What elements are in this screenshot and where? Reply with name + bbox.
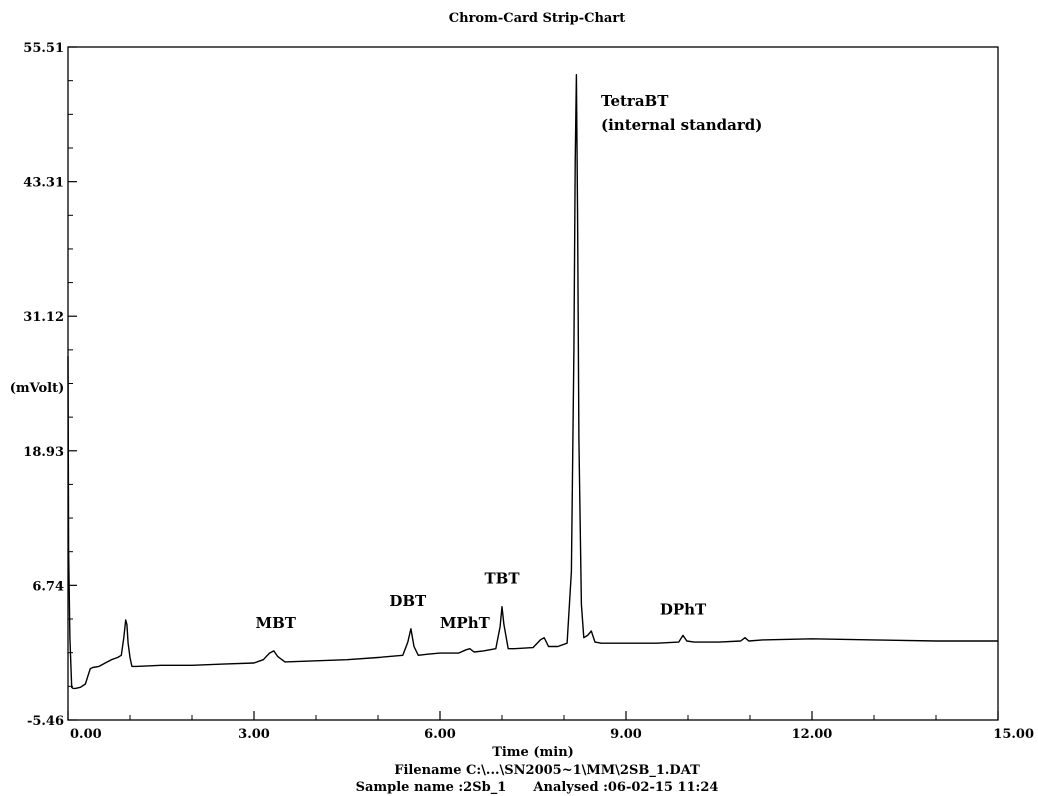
y-tick-label: 18.93 xyxy=(23,445,64,460)
y-tick-label: -5.46 xyxy=(27,714,64,729)
chromatogram-trace xyxy=(67,74,998,690)
y-axis: -5.46 6.74 18.93 31.12 43.31 55.51 xyxy=(23,41,77,729)
internal-standard-label: (internal standard) xyxy=(601,116,762,134)
x-axis: 0.00 3.00 6.00 9.00 12.00 15.00 xyxy=(67,711,1034,742)
peak-label: MPhT xyxy=(440,614,491,632)
x-tick-label: 15.00 xyxy=(993,727,1034,742)
x-tick-label: 9.00 xyxy=(610,727,642,742)
peak-label: TBT xyxy=(484,570,520,588)
plot-frame xyxy=(67,46,999,721)
x-tick-label: 12.00 xyxy=(792,727,833,742)
y-tick-label: 55.51 xyxy=(23,41,64,56)
chart-title: Chrom-Card Strip-Chart xyxy=(449,11,625,26)
y-tick-label: 6.74 xyxy=(32,579,64,594)
tetrabt-label: TetraBT xyxy=(601,92,669,110)
peak-label: DBT xyxy=(389,592,427,610)
x-tick-label: 0.00 xyxy=(70,727,102,742)
peak-label: MBT xyxy=(255,614,296,632)
sample-info-text: Sample name :2Sb_1 Analysed :06-02-15 11… xyxy=(356,780,719,795)
peak-label: DPhT xyxy=(660,601,707,619)
y-axis-label: (mVolt) xyxy=(10,381,65,396)
filename-text: Filename C:\...\SN2005~1\MM\2SB_1.DAT xyxy=(394,763,700,778)
x-axis-label: Time (min) xyxy=(492,745,574,760)
x-tick-label: 3.00 xyxy=(238,727,270,742)
y-tick-label: 43.31 xyxy=(23,176,64,191)
x-tick-label: 6.00 xyxy=(424,727,456,742)
y-tick-label: 31.12 xyxy=(23,310,64,325)
peak-annotations: MBT DBT MPhT TBT DPhT xyxy=(255,570,707,632)
